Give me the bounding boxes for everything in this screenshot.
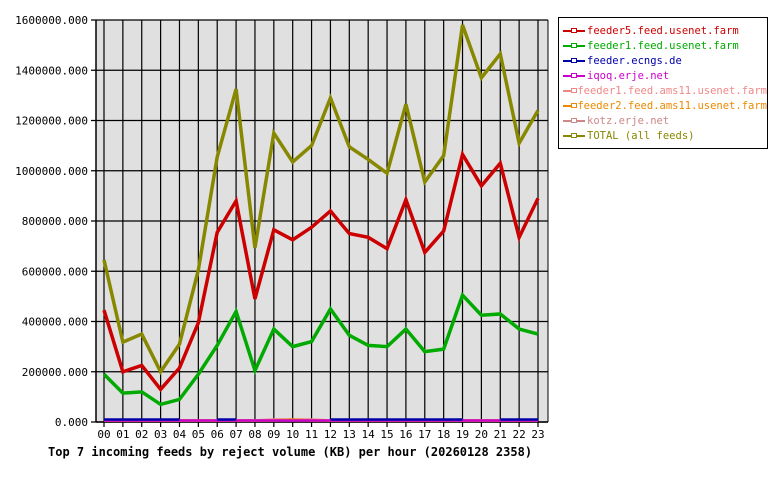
legend-item: feeder1.feed.ams11.usenet.farm	[559, 83, 767, 98]
x-tick-label: 07	[229, 428, 242, 441]
x-tick-label: 17	[418, 428, 431, 441]
y-tick-label: 1600000.000	[15, 14, 88, 27]
legend-line-marker-icon	[563, 41, 585, 51]
x-tick-label: 14	[362, 428, 376, 441]
legend-line-marker-icon	[563, 56, 585, 66]
legend-line-marker-icon	[563, 86, 577, 96]
legend-item: feeder2.feed.ams11.usenet.farm	[559, 98, 767, 113]
x-tick-label: 01	[116, 428, 129, 441]
legend-line-marker-icon	[563, 116, 585, 126]
legend-item: iqoq.erje.net	[559, 68, 767, 83]
x-tick-label: 12	[324, 428, 337, 441]
legend-item: feeder1.feed.usenet.farm	[559, 38, 767, 53]
y-axis-ticks: 0.000 200000.000 400000.000 600000.000 80000…	[15, 14, 88, 429]
x-tick-label: 11	[305, 428, 318, 441]
x-tick-label: 09	[267, 428, 280, 441]
y-tick-label: 800000.000	[22, 215, 88, 228]
x-tick-label: 00	[97, 428, 110, 441]
y-tick-label: 1000000.000	[15, 165, 88, 178]
x-tick-label: 18	[437, 428, 450, 441]
y-tick-label: 200000.000	[22, 366, 88, 379]
x-tick-label: 16	[399, 428, 412, 441]
data-series	[102, 24, 540, 422]
series-line-feeder1-feed-usenet-farm	[102, 291, 539, 407]
x-tick-label: 06	[211, 428, 224, 441]
y-tick-label: 1400000.000	[15, 64, 88, 77]
legend-item: kotz.erje.net	[559, 113, 767, 128]
x-tick-label: 04	[173, 428, 187, 441]
series-line-feeder5-feed-usenet-farm	[102, 149, 540, 393]
x-tick-label: 15	[380, 428, 393, 441]
legend-item: TOTAL (all feeds)	[559, 128, 767, 143]
y-tick-label: 1200000.000	[15, 115, 88, 128]
legend-line-marker-icon	[563, 101, 577, 111]
x-tick-label: 22	[513, 428, 526, 441]
x-tick-label: 03	[154, 428, 167, 441]
legend-line-marker-icon	[563, 131, 585, 141]
legend-label: feeder1.feed.ams11.usenet.farm	[577, 84, 767, 97]
legend-label: TOTAL (all feeds)	[587, 129, 695, 142]
legend-line-marker-icon	[563, 26, 585, 36]
legend: feeder5.feed.usenet.farm feeder1.feed.use…	[558, 17, 768, 149]
series-line-total-all-feeds-	[102, 24, 540, 376]
x-tick-label: 20	[475, 428, 488, 441]
legend-label: kotz.erje.net	[587, 114, 670, 127]
x-tick-label: 21	[494, 428, 507, 441]
x-axis-ticks: 00 01 02 03 04 05 06 07 08 09 10 11 12 13 14 15 16 17 18 19…	[97, 428, 544, 441]
y-tick-label: 600000.000	[22, 265, 88, 278]
legend-item: feeder5.feed.usenet.farm	[559, 23, 767, 38]
y-tick-label: 400000.000	[22, 316, 88, 329]
legend-label: feeder2.feed.ams11.usenet.farm	[577, 99, 767, 112]
legend-item: feeder.ecngs.de	[559, 53, 767, 68]
x-tick-label: 02	[135, 428, 148, 441]
x-tick-label: 13	[343, 428, 356, 441]
y-tick-label: 0.000	[55, 416, 88, 429]
legend-label: feeder5.feed.usenet.farm	[587, 24, 739, 37]
legend-line-marker-icon	[563, 71, 585, 81]
x-tick-label: 23	[531, 428, 544, 441]
legend-label: feeder1.feed.usenet.farm	[587, 39, 739, 52]
grid-lines	[91, 19, 549, 427]
legend-label: iqoq.erje.net	[587, 69, 670, 82]
x-tick-label: 19	[456, 428, 469, 441]
chart-title: Top 7 incoming feeds by reject volume (K…	[48, 445, 532, 459]
legend-label: feeder.ecngs.de	[587, 54, 682, 67]
x-tick-label: 05	[192, 428, 205, 441]
x-tick-label: 10	[286, 428, 299, 441]
x-tick-label: 08	[248, 428, 261, 441]
